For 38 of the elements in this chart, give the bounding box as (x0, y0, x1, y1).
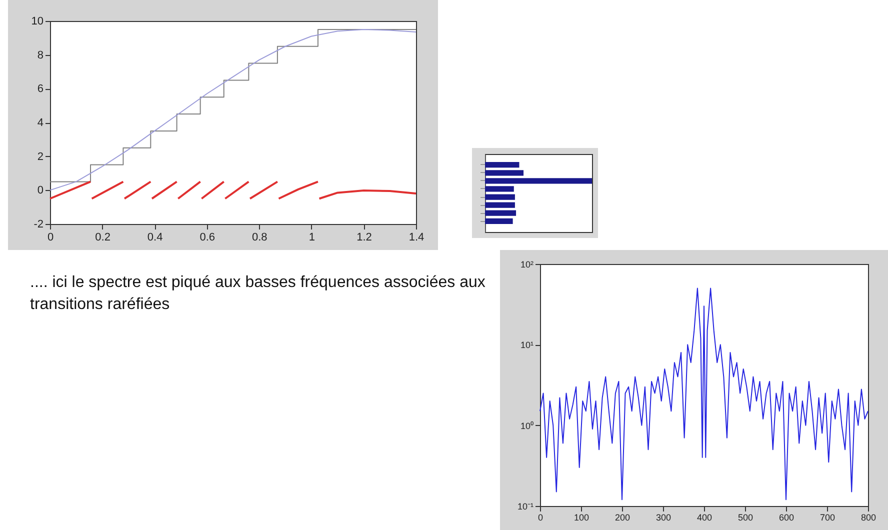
x-tick-label: 0 (47, 232, 54, 244)
x-tick-label: 700 (820, 512, 836, 522)
y-tick-label: 6 (37, 83, 44, 96)
x-tick-label: 400 (696, 512, 712, 522)
x-tick-label: 0 (538, 512, 544, 522)
x-tick-label: 1.2 (356, 232, 372, 244)
text: .... ici le spectre est piqué aux basses fréquences associées aux transitions raréfiées (30, 273, 486, 315)
y-tick-label: 10⁻¹ (517, 502, 534, 512)
bar (485, 162, 520, 168)
y-tick-label: 0 (37, 184, 44, 197)
x-tick-label: 600 (778, 512, 794, 522)
x-tick-label: 200 (614, 512, 630, 522)
bar (485, 194, 515, 200)
line-series (540, 288, 868, 500)
x-tick-label: 0.8 (252, 232, 268, 244)
y-tick-label: 10⁰ (520, 420, 534, 431)
bar (485, 178, 592, 184)
y-tick-label: 2 (37, 150, 44, 163)
y-tick-label: -2 (34, 218, 44, 230)
x-tick-label: 800 (860, 512, 876, 522)
x-tick-label: 300 (656, 512, 672, 522)
x-tick-label: 1 (308, 232, 315, 244)
bar (485, 170, 524, 176)
y-tick-label: 10¹ (520, 340, 534, 350)
x-tick-label: 1.4 (408, 232, 424, 244)
x-tick-label: 100 (574, 512, 590, 522)
x-tick-label: 0.4 (147, 232, 163, 244)
x-tick-label: 0.6 (200, 232, 216, 244)
bar (485, 202, 515, 208)
bar (485, 210, 516, 216)
y-tick-label: 10 (31, 16, 44, 28)
bar (485, 218, 513, 224)
x-tick-label: 500 (738, 512, 754, 522)
y-tick-label: 4 (37, 117, 44, 129)
y-tick-label: 10² (520, 260, 534, 270)
bar (485, 186, 514, 192)
x-tick-label: 0.2 (95, 232, 110, 244)
y-tick-label: 8 (37, 49, 44, 62)
